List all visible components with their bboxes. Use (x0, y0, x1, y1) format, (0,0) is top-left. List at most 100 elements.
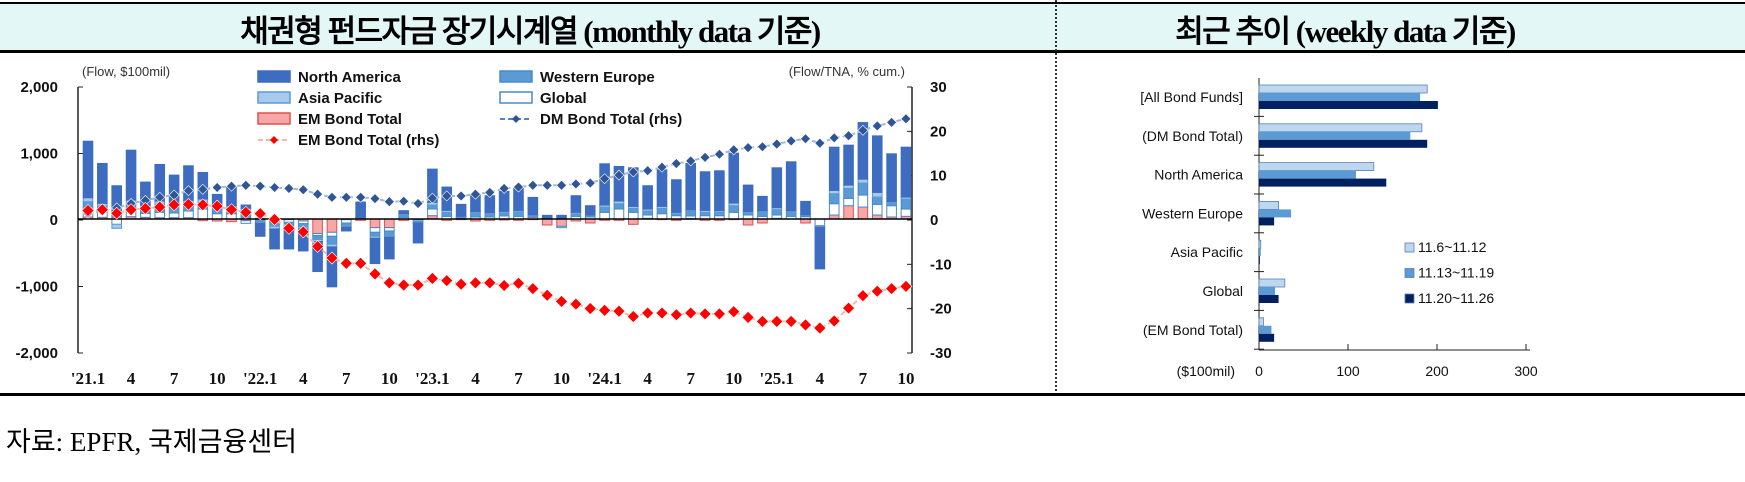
marker-em-bond-total (641, 306, 655, 320)
bar-north-america (742, 184, 754, 213)
bar-north-america (556, 214, 567, 219)
x-tick-label: 0 (1255, 363, 1263, 379)
legend-marker (512, 115, 520, 123)
marker-em-bond-total (684, 306, 698, 320)
marker-em-bond-total (282, 221, 296, 235)
legend-marker (270, 136, 278, 144)
bar-north-america (254, 222, 266, 237)
x-tick-label: 200 (1425, 363, 1449, 379)
marker-dm-bond-total (254, 180, 266, 192)
bar-global (556, 225, 567, 229)
line-dm-bond-total-rhs (87, 117, 907, 215)
legend-label: North America (298, 69, 401, 86)
bar-global (168, 212, 180, 219)
marker-dm-bond-total (613, 169, 625, 181)
marker-em-bond-total (583, 302, 597, 315)
legend-swatch (257, 91, 291, 104)
bar-north-america (800, 200, 811, 216)
marker-em-bond-total (397, 278, 411, 292)
bar-north-america (484, 195, 496, 214)
legend-swatch (257, 70, 291, 83)
bar-western-europe (384, 230, 395, 237)
right-y-tick-label: 30 (930, 79, 947, 96)
hbar (1259, 217, 1275, 226)
line-em-bond-total-rhs (87, 203, 907, 330)
hbar (1259, 295, 1279, 303)
category-label: (EM Bond Total) (1143, 322, 1243, 338)
marker-dm-bond-total (642, 165, 654, 177)
bar-global (857, 194, 869, 208)
bar-em-bond-total (541, 218, 553, 226)
bar-western-europe (470, 212, 481, 218)
marker-dm-bond-total (814, 137, 826, 149)
marker-em-bond-total (899, 279, 913, 293)
hbar (1259, 101, 1438, 109)
bar-western-europe (871, 196, 883, 205)
bar-north-america (671, 179, 682, 213)
marker-em-bond-total (712, 307, 726, 321)
bar-global (183, 210, 194, 219)
hbar (1258, 317, 1264, 327)
source-note: 자료: EPFR, 국제금융센터 (6, 427, 298, 457)
hbar (1258, 84, 1428, 94)
x-tick-label: '23.1 (415, 369, 449, 388)
marker-dm-bond-total (527, 179, 539, 191)
hbar (1259, 93, 1421, 101)
marker-dm-bond-total (556, 179, 567, 191)
marker-em-bond-total (325, 251, 339, 265)
x-tick-label: 7 (170, 369, 179, 388)
right-chart-title: 최근 추이 (weekly data 기준) (1175, 14, 1516, 49)
bar-em-bond-total (384, 218, 395, 229)
bar-western-europe (628, 207, 639, 213)
marker-dm-bond-total (441, 190, 453, 202)
bar-north-america (900, 146, 912, 198)
marker-dm-bond-total (498, 182, 510, 194)
bar-global (599, 211, 610, 220)
hbar (1258, 162, 1375, 172)
bar-north-america (570, 195, 582, 213)
bar-north-america (642, 185, 653, 210)
marker-em-bond-total (253, 207, 267, 221)
marker-em-bond-total (598, 303, 612, 317)
bar-western-europe (843, 187, 854, 199)
bar-global (828, 203, 840, 216)
right-y-tick-label: -30 (930, 345, 952, 362)
bar-em-bond-total (857, 206, 869, 220)
bar-north-america (771, 167, 783, 209)
right-y-tick-label: 10 (930, 168, 947, 185)
bar-north-america (656, 169, 668, 207)
marker-em-bond-total (856, 289, 870, 303)
bar-global (628, 211, 639, 220)
marker-em-bond-total (382, 276, 396, 290)
legend-label: 11.6~11.12 (1418, 239, 1487, 255)
bar-global (427, 208, 438, 217)
marker-em-bond-total (626, 310, 640, 323)
marker-dm-bond-total (484, 186, 496, 198)
marker-dm-bond-total (843, 130, 854, 142)
bar-asia-pacific (111, 223, 123, 229)
bar-global (843, 197, 854, 207)
marker-dm-bond-total (412, 198, 424, 209)
bar-north-america (599, 163, 610, 206)
bar-western-europe (599, 206, 610, 213)
legend-label: DM Bond Total (rhs) (540, 111, 682, 128)
x-tick-label: 4 (299, 369, 308, 388)
bar-western-europe (757, 211, 768, 217)
marker-dm-bond-total (369, 193, 381, 205)
marker-dm-bond-total (785, 135, 797, 147)
marker-em-bond-total (827, 314, 841, 328)
legend-label: Asia Pacific (298, 90, 382, 107)
bar-global (111, 218, 123, 225)
bar-north-america (584, 205, 596, 216)
hbar (1258, 200, 1279, 210)
legend-swatch (499, 91, 533, 104)
marker-em-bond-total (842, 301, 855, 315)
marker-em-bond-total (483, 276, 497, 290)
left-y-tick-label: 1,000 (20, 146, 58, 163)
bar-global (656, 213, 668, 220)
marker-em-bond-total (540, 288, 554, 302)
bar-north-america (455, 203, 467, 217)
marker-em-bond-total (440, 274, 454, 288)
category-label: [All Bond Funds] (1140, 89, 1243, 105)
